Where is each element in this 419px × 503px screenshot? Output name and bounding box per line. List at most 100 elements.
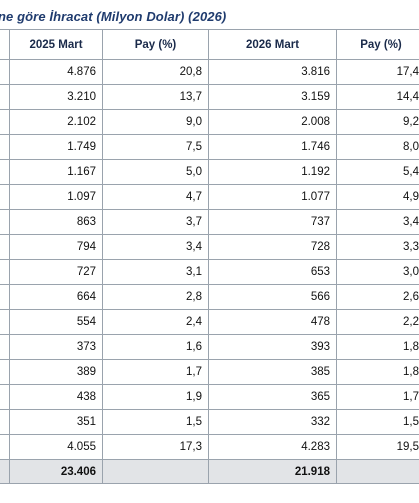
value-2025-cell: 554 [9,309,103,335]
share-2025-cell: 5,0 [102,159,209,185]
value-2026-cell: 566 [208,284,337,310]
row-label-cell [0,434,10,460]
value-2026-cell: 3.159 [208,84,337,110]
value-2025-cell: 794 [9,234,103,260]
row-label-cell [0,359,10,385]
table-row: 1.749 7,5 1.746 8,0 [0,134,419,160]
header-cell-2025-mart: 2025 Mart [9,29,103,60]
value-2025-cell: 23.406 [9,459,103,484]
row-label-cell [0,459,10,484]
table-row: 794 3,4 728 3,3 [0,234,419,260]
value-2026-cell: 478 [208,309,337,335]
value-2025-cell: 389 [9,359,103,385]
value-2026-cell: 1.746 [208,134,337,160]
total-row: 23.406 21.918 [0,459,419,484]
value-2025-cell: 664 [9,284,103,310]
share-2026-cell: 2,6 [336,284,419,310]
value-2025-cell: 438 [9,384,103,410]
value-2026-cell: 332 [208,409,337,435]
value-2025-cell: 1.097 [9,184,103,210]
header-cell-pay-2025: Pay (%) [102,29,209,60]
share-2026-cell: 2,2 [336,309,419,335]
table-row: 1.167 5,0 1.192 5,4 [0,159,419,185]
share-2026-cell: 3,3 [336,234,419,260]
share-2025-cell: 3,1 [102,259,209,285]
row-label-cell [0,284,10,310]
share-2026-cell: 1,7 [336,384,419,410]
value-2025-cell: 863 [9,209,103,235]
table-row: 351 1,5 332 1,5 [0,409,419,435]
row-label-cell [0,209,10,235]
share-2025-cell [102,459,209,484]
value-2026-cell: 365 [208,384,337,410]
export-table: 2025 Mart Pay (%) 2026 Mart Pay (%) 4.87… [0,29,419,484]
value-2025-cell: 1.749 [9,134,103,160]
share-2026-cell: 4,9 [336,184,419,210]
share-2025-cell: 2,8 [102,284,209,310]
table-row: 863 3,7 737 3,4 [0,209,419,235]
table-row: 373 1,6 393 1,8 [0,334,419,360]
table-row: 554 2,4 478 2,2 [0,309,419,335]
share-2025-cell: 17,3 [102,434,209,460]
table-row: 1.097 4,7 1.077 4,9 [0,184,419,210]
value-2026-cell: 728 [208,234,337,260]
table-row: 2.102 9,0 2.008 9,2 [0,109,419,135]
value-2026-cell: 393 [208,334,337,360]
value-2025-cell: 351 [9,409,103,435]
share-2025-cell: 1,7 [102,359,209,385]
table-row: 438 1,9 365 1,7 [0,384,419,410]
share-2026-cell: 1,8 [336,334,419,360]
table-row: 664 2,8 566 2,6 [0,284,419,310]
share-2026-cell: 5,4 [336,159,419,185]
row-label-cell [0,59,10,85]
value-2026-cell: 737 [208,209,337,235]
header-cell-pay-2026: Pay (%) [336,29,419,60]
share-2026-cell: 14,4 [336,84,419,110]
table-title: ne göre İhracat (Milyon Dolar) (2026) [0,9,227,24]
header-cell-label [0,29,10,60]
share-2025-cell: 13,7 [102,84,209,110]
share-2026-cell: 3,4 [336,209,419,235]
share-2025-cell: 9,0 [102,109,209,135]
value-2025-cell: 373 [9,334,103,360]
header-cell-2026-mart: 2026 Mart [208,29,337,60]
header-row: 2025 Mart Pay (%) 2026 Mart Pay (%) [0,29,419,60]
share-2025-cell: 20,8 [102,59,209,85]
value-2026-cell: 2.008 [208,109,337,135]
row-label-cell [0,134,10,160]
value-2025-cell: 4.876 [9,59,103,85]
value-2026-cell: 385 [208,359,337,385]
row-label-cell [0,159,10,185]
value-2026-cell: 653 [208,259,337,285]
share-2026-cell: 17,4 [336,59,419,85]
value-2026-cell: 21.918 [208,459,337,484]
table-row: 727 3,1 653 3,0 [0,259,419,285]
row-label-cell [0,184,10,210]
value-2025-cell: 1.167 [9,159,103,185]
share-2026-cell: 19,5 [336,434,419,460]
value-2025-cell: 2.102 [9,109,103,135]
table-row: 389 1,7 385 1,8 [0,359,419,385]
share-2025-cell: 1,5 [102,409,209,435]
value-2026-cell: 1.192 [208,159,337,185]
share-2026-cell: 8,0 [336,134,419,160]
row-label-cell [0,234,10,260]
share-2025-cell: 7,5 [102,134,209,160]
table-row: 3.210 13,7 3.159 14,4 [0,84,419,110]
value-2026-cell: 3.816 [208,59,337,85]
share-2026-cell: 9,2 [336,109,419,135]
table-row: 4.876 20,8 3.816 17,4 [0,59,419,85]
value-2025-cell: 727 [9,259,103,285]
share-2025-cell: 1,6 [102,334,209,360]
share-2025-cell: 4,7 [102,184,209,210]
share-2026-cell: 3,0 [336,259,419,285]
table-body: 4.876 20,8 3.816 17,4 3.210 13,7 3.159 14,4 2.10… [0,59,419,484]
row-label-cell [0,259,10,285]
table-row: 4.055 17,3 4.283 19,5 [0,434,419,460]
share-2025-cell: 3,7 [102,209,209,235]
value-2025-cell: 4.055 [9,434,103,460]
row-label-cell [0,409,10,435]
value-2025-cell: 3.210 [9,84,103,110]
share-2025-cell: 1,9 [102,384,209,410]
share-2026-cell [336,459,419,484]
